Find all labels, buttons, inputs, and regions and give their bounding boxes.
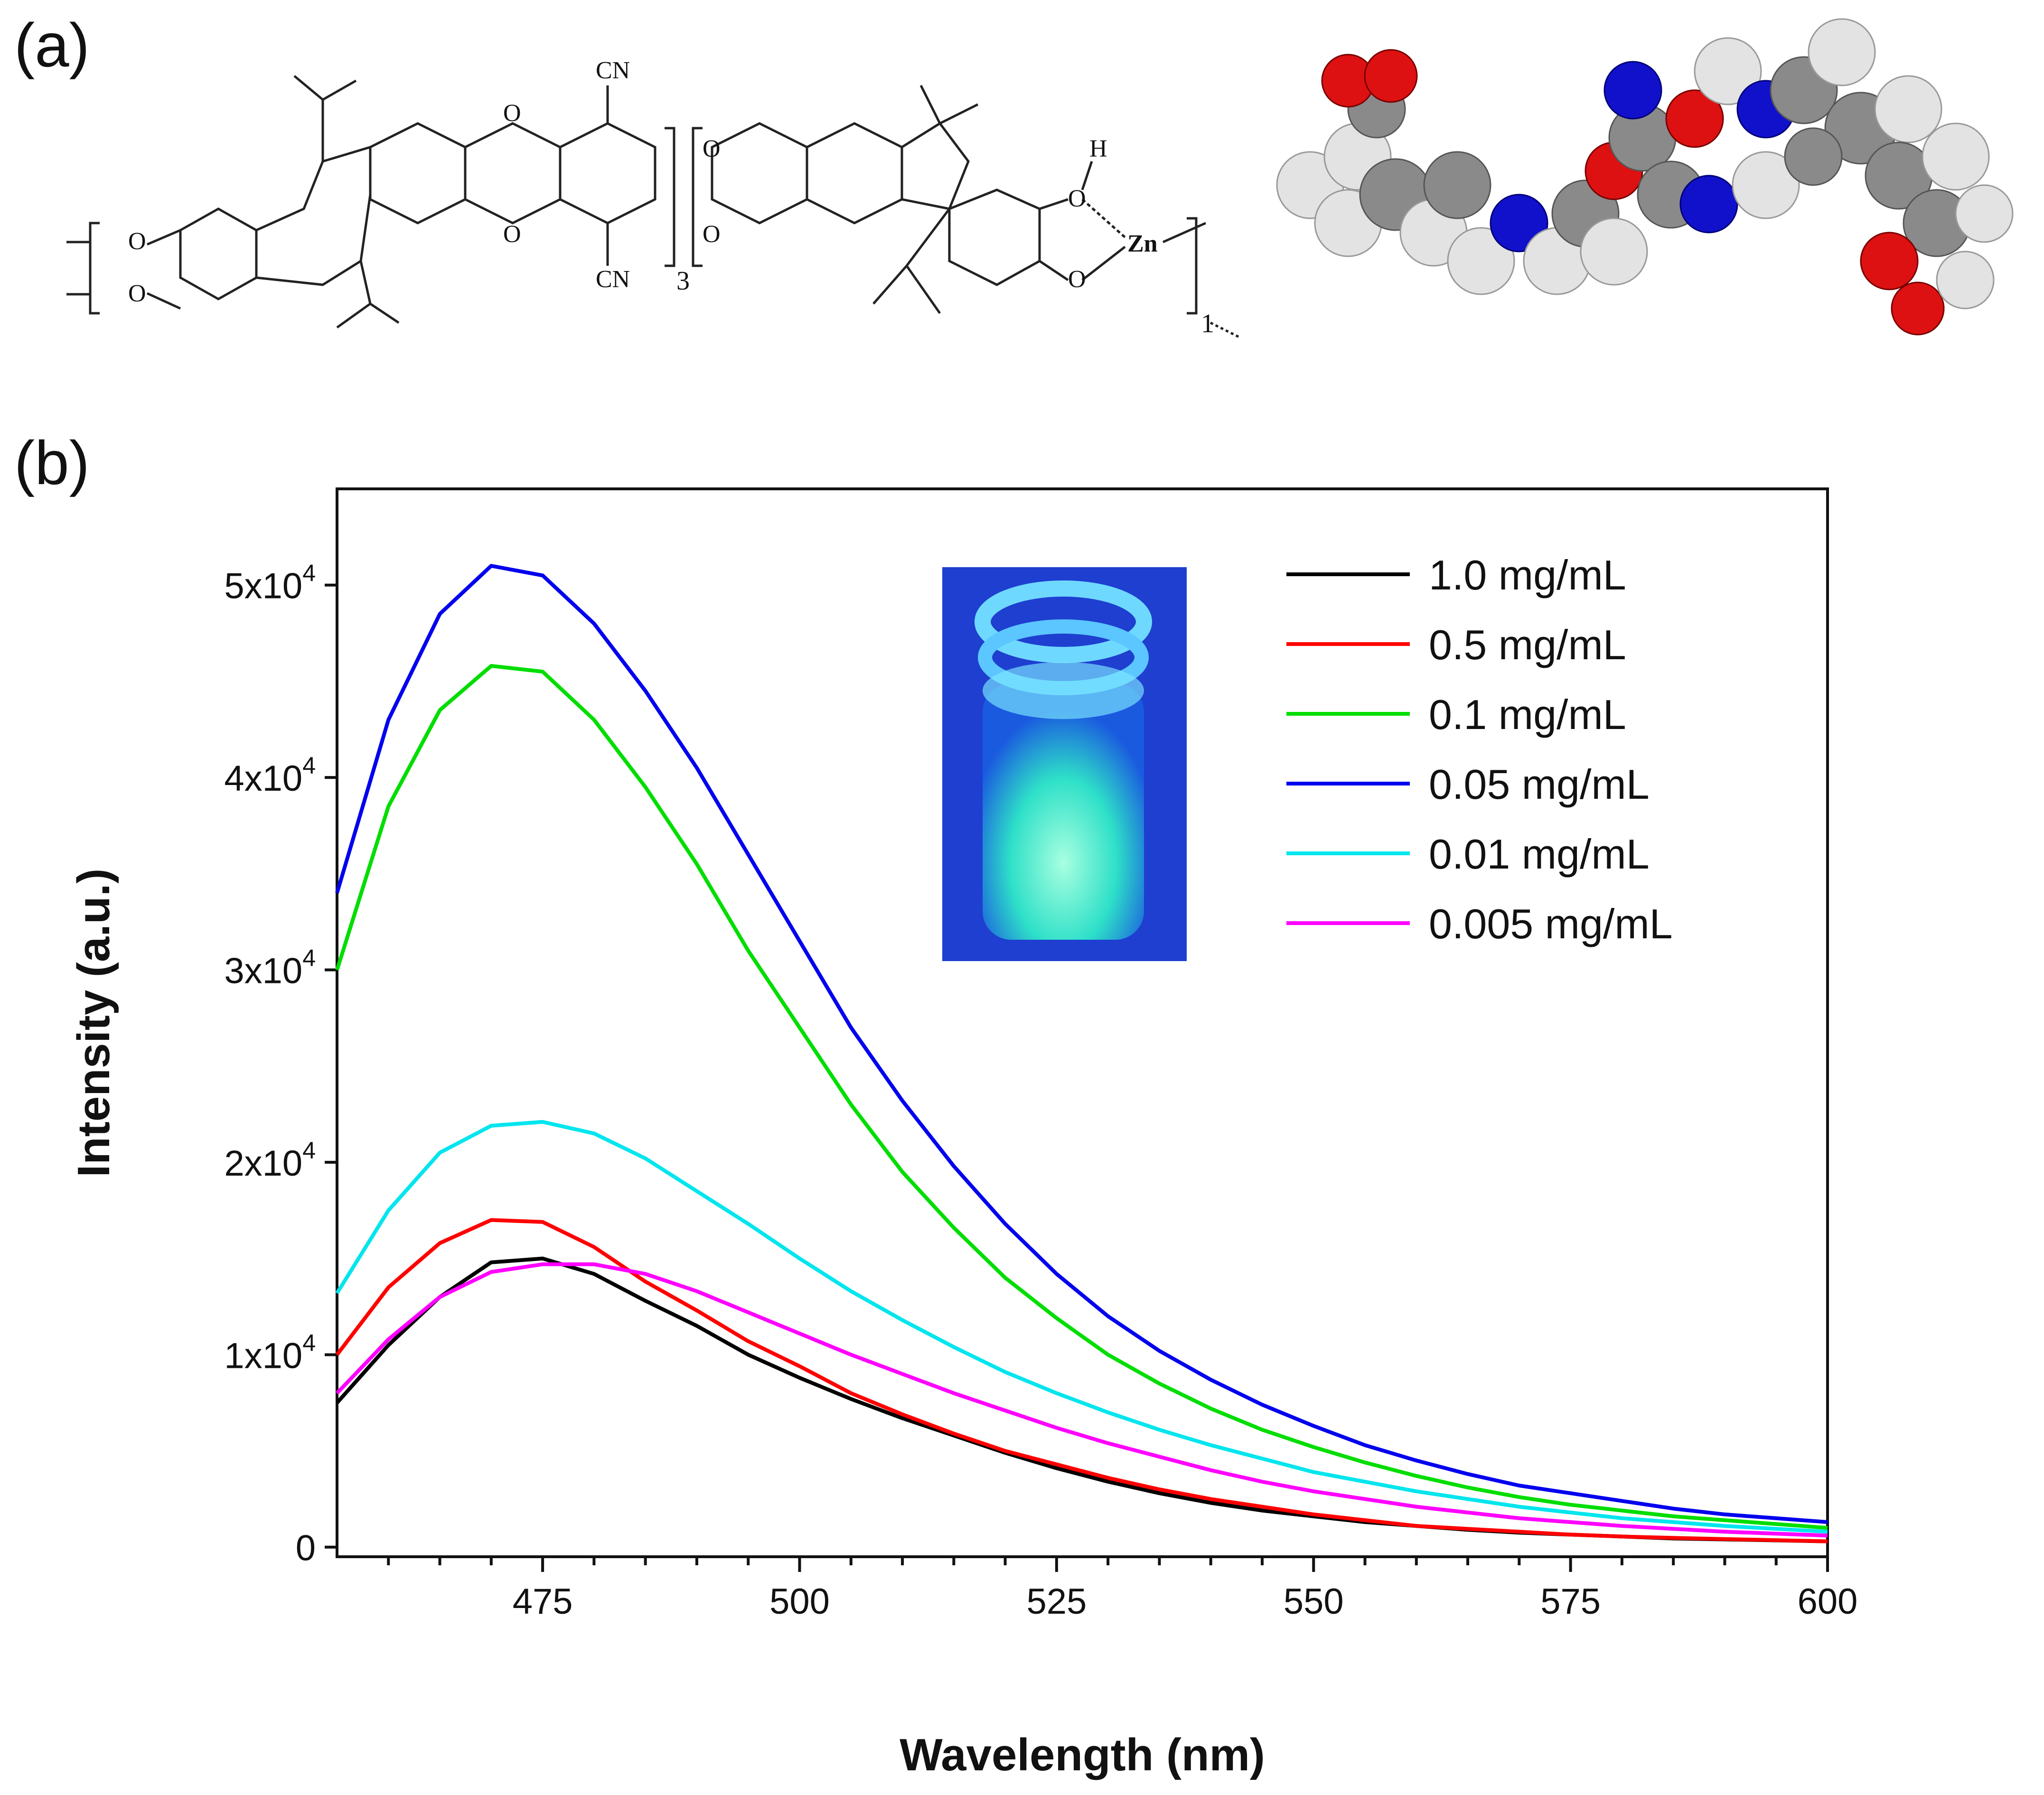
bond [146,292,181,310]
methyl [905,265,941,314]
methyl [939,103,979,125]
bond-zn-right [1162,222,1207,243]
methyl [293,75,324,101]
y-axis-ticks: 0 1x104 2x104 3x104 4x104 5x104 [224,560,337,1569]
emission-spectrum-chart: 0 1x104 2x104 3x104 4x104 5x104 475 500 525 550 5… [68,487,1858,1780]
repeat-subscript-1: 1 [1201,309,1214,338]
x-tick-label: 475 [513,1581,573,1622]
vial-neck [983,662,1144,719]
panel-a-label: (a) [14,10,90,80]
dioxin-ring [464,122,562,224]
atom-o: O [503,100,521,127]
polymer-structure-diagram: O O O O O O O O CN CN 3 1 H Zn [66,57,1240,338]
indane-ring-1b [256,194,372,286]
y-axis-title: Intensity (a.u.) [68,869,119,1178]
h-label: H [1089,135,1107,162]
y-tick-label: 4x104 [224,752,316,799]
benzene-ring-1 [179,207,258,300]
legend-label-3: 0.05 mg/mL [1429,761,1650,808]
inset-vial-photo [942,567,1187,961]
y-tick-label: 1x104 [224,1329,316,1376]
series-lines [335,564,1828,1543]
x-axis-title: Wavelength (nm) [900,1730,1265,1780]
legend-label-0: 1.0 mg/mL [1429,552,1626,598]
y-tick-label: 2x104 [224,1137,316,1184]
dioxin-ring-2 [711,122,808,224]
catechol-ring [948,188,1041,286]
benzene-ring-3 [806,122,903,224]
cn-label-top: CN [596,57,630,84]
vial-body [983,683,1144,940]
methyl [336,302,371,329]
methyl [322,79,357,101]
bond-zn [1081,246,1126,281]
y-tick-label: 0 [296,1528,316,1569]
bond-o-h [1039,198,1069,210]
series-line-4 [335,1120,1828,1534]
methyl [872,265,908,305]
panel-b-label: (b) [14,428,90,497]
methyl [919,84,941,124]
x-tick-label: 525 [1026,1581,1087,1622]
hashed-bond [1210,321,1240,338]
structure-bonds [66,75,1240,338]
plot-frame [336,487,1829,1558]
left-bracket [89,222,100,315]
bond-o-zn [1039,260,1069,281]
cn-label-bottom: CN [596,266,630,293]
atom-o: O [1068,185,1086,212]
series-line-3 [335,564,1828,1524]
x-tick-label: 550 [1284,1581,1344,1622]
legend: 1.0 mg/mL 0.5 mg/mL 0.1 mg/mL 0.05 mg/mL 0.0… [1286,552,1673,947]
series-line-5 [336,1262,1828,1538]
indane-ring-2 [901,122,970,210]
atom-o: O [703,135,721,162]
series-line-2 [335,664,1828,1530]
repeat-subscript-3: 3 [676,266,690,296]
indane-ring-1 [255,145,372,232]
legend-label-1: 0.5 mg/mL [1429,621,1626,668]
zn-label: Zn [1127,230,1158,257]
x-tick-label: 500 [769,1581,830,1622]
bond [906,208,950,267]
atom-o: O [703,221,721,248]
legend-label-2: 0.1 mg/mL [1429,691,1626,738]
x-axis-ticks: 475 500 525 550 575 600 [387,1557,1858,1622]
series-line-1 [335,1218,1828,1543]
repeat-bracket-1-close [1187,217,1198,315]
methyl [369,302,400,324]
dicyano-benzene-ring [559,122,656,224]
coord-bond [1081,198,1126,238]
benzene-ring-2 [369,122,467,224]
atom-o: O [128,228,146,255]
atom-o: O [128,280,146,307]
legend-label-4: 0.01 mg/mL [1429,831,1650,878]
molecule-atoms [1276,18,2014,336]
atom-o: O [503,221,521,248]
legend-label-5: 0.005 mg/mL [1429,900,1673,947]
x-tick-label: 575 [1540,1581,1601,1622]
repeat-bracket-3-close [665,127,675,267]
space-filling-molecule-model [1276,18,2014,336]
y-tick-label: 5x104 [224,560,316,607]
y-tick-label: 3x104 [224,945,316,991]
bond [147,229,181,246]
atom-o: O [1068,266,1086,293]
x-tick-label: 600 [1798,1581,1858,1622]
bond-h [1081,161,1093,190]
repeat-bracket-next-open [692,127,703,267]
vial-cap-ring [975,580,1152,663]
bond [359,261,372,304]
